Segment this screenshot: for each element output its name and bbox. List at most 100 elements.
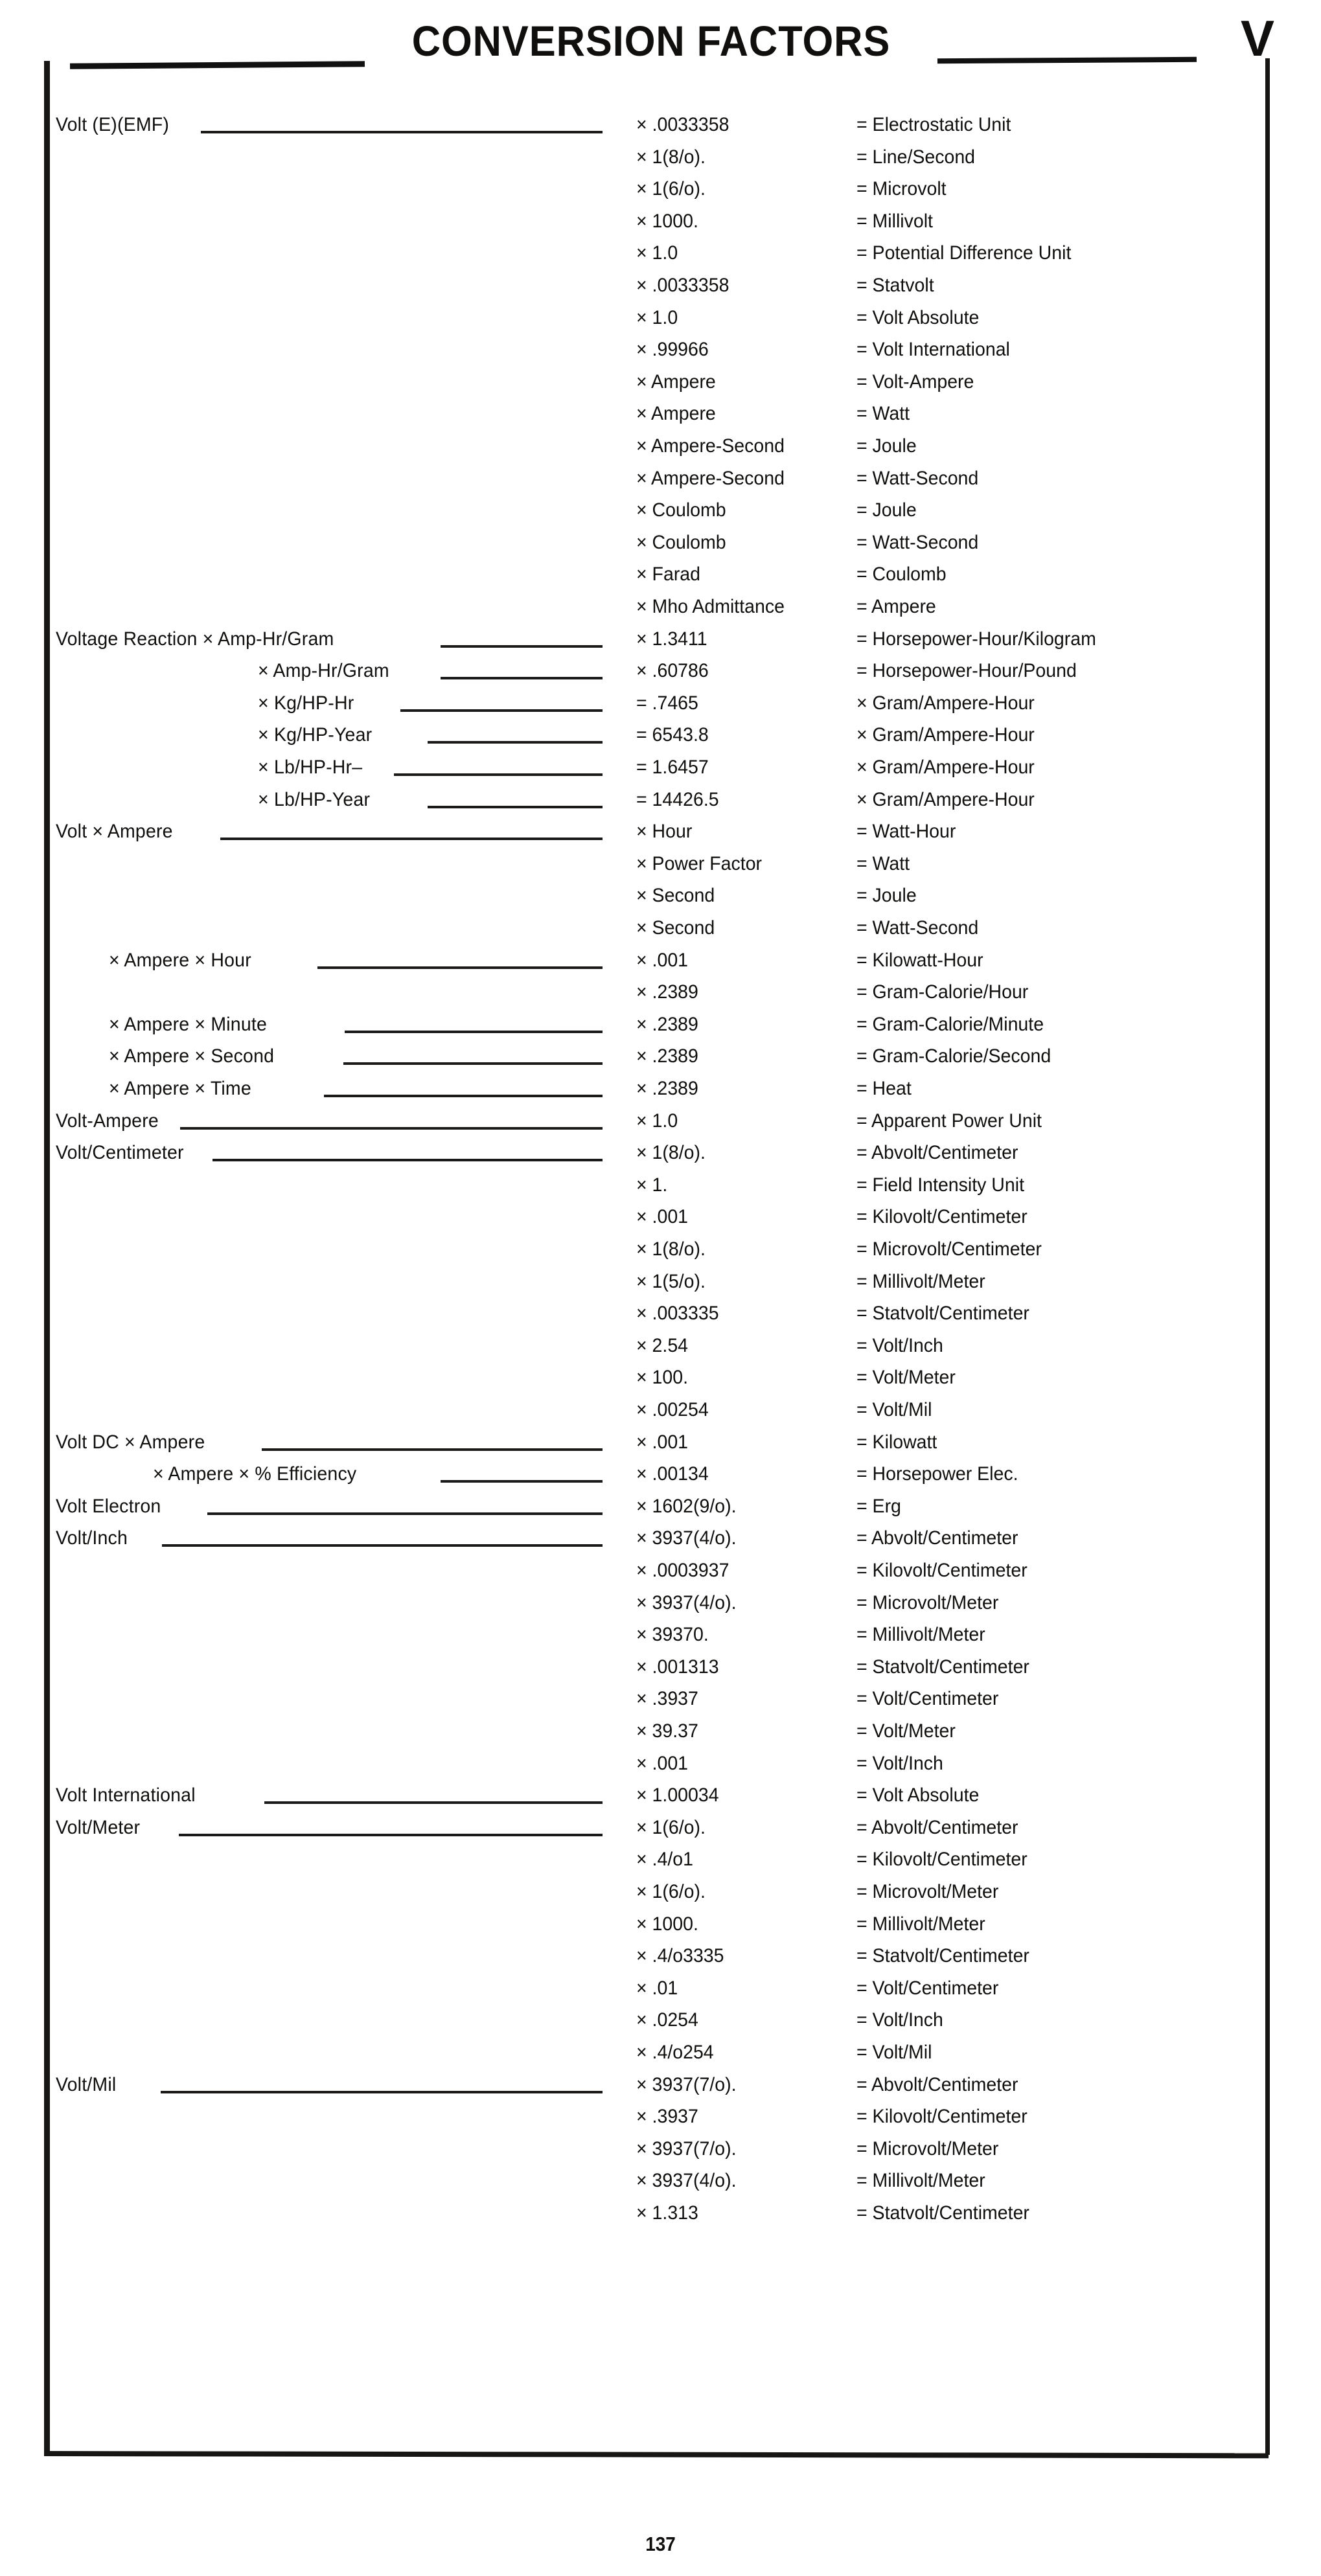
row-multiplier: = 1.6457: [636, 757, 709, 778]
table-row: × 1(6/o). = Microvolt: [0, 178, 1321, 211]
table-row: Volt × Ampere × Hour = Watt-Hour: [0, 821, 1321, 853]
row-multiplier: × 1(6/o).: [636, 1881, 706, 1902]
table-row: Volt/Inch × 3937(4/o). = Abvolt/Centimeter: [0, 1527, 1321, 1560]
row-result-unit: = Millivolt/Meter: [856, 1913, 985, 1935]
row-result-unit: = Microvolt/Meter: [856, 1591, 999, 1613]
table-row: × 39.37 = Volt/Meter: [0, 1720, 1321, 1753]
row-multiplier: × 1(8/o).: [636, 1142, 706, 1164]
table-row: × Ampere-Second = Joule: [0, 435, 1321, 468]
row-quantity-label: Volt/Mil: [56, 2073, 117, 2095]
table-row: Volt Electron × 1602(9/o). = Erg: [0, 1496, 1321, 1528]
row-result-unit: = Kilowatt: [856, 1431, 937, 1453]
table-row: × Power Factor = Watt: [0, 853, 1321, 885]
table-row: × .01 = Volt/Centimeter: [0, 1978, 1321, 2010]
row-result-unit: = Volt/Mil: [856, 2042, 932, 2063]
row-result-unit: = Abvolt/Centimeter: [856, 2073, 1018, 2095]
row-quantity-label: Volt International: [56, 1784, 196, 1807]
table-row: × .0254 = Volt/Inch: [0, 2009, 1321, 2042]
row-result-unit: = Volt/Mil: [856, 1399, 932, 1420]
row-multiplier: × Coulomb: [636, 531, 726, 553]
frame-border-bottom: [43, 2451, 1269, 2459]
table-row: × .3937 = Volt/Centimeter: [0, 1688, 1321, 1720]
table-row: × Coulomb = Joule: [0, 499, 1321, 532]
table-row: × .001 = Volt/Inch: [0, 1753, 1321, 1785]
table-row: × 1000. = Millivolt: [0, 211, 1321, 243]
table-row: × 1.0 = Potential Difference Unit: [0, 242, 1321, 275]
row-multiplier: × .001: [636, 1752, 689, 1774]
row-multiplier: × 1(8/o).: [636, 146, 706, 168]
row-result-unit: = Microvolt: [856, 178, 947, 200]
row-result-unit: = Millivolt/Meter: [856, 1270, 985, 1292]
table-row: Volt-Ampere × 1.0 = Apparent Power Unit: [0, 1110, 1321, 1143]
row-result-unit: = Coulomb: [856, 564, 947, 586]
row-result-unit: = Erg: [856, 1495, 901, 1517]
row-multiplier: × 1.0: [636, 1110, 678, 1132]
row-result-unit: = Joule: [856, 435, 917, 457]
row-multiplier: × 100.: [636, 1367, 689, 1389]
row-result-unit: = Volt/Meter: [856, 1367, 956, 1389]
row-result-unit: = Statvolt/Centimeter: [856, 1303, 1029, 1325]
table-row: × .4/o254 = Volt/Mil: [0, 2042, 1321, 2074]
row-result-unit: = Abvolt/Centimeter: [856, 1527, 1018, 1549]
leader-rule: [317, 966, 603, 969]
table-row: × Amp-Hr/Gram × .60786 = Horsepower-Hour/P…: [0, 660, 1321, 692]
table-row: × .4/o1 = Kilovolt/Centimeter: [0, 1849, 1321, 1881]
leader-rule: [180, 1126, 603, 1130]
row-result-unit: = Statvolt: [856, 275, 934, 296]
page-number: 137: [645, 2533, 676, 2555]
row-multiplier: × Power Factor: [636, 852, 763, 874]
table-row: × 1.0 = Volt Absolute: [0, 307, 1321, 339]
row-quantity-label: Volt/Inch: [56, 1527, 128, 1549]
table-row: × .001 = Kilovolt/Centimeter: [0, 1206, 1321, 1238]
row-result-unit: = Volt/Inch: [856, 2009, 943, 2031]
row-result-unit: = Watt: [856, 403, 910, 425]
row-result-unit: = Kilovolt/Centimeter: [856, 2106, 1028, 2128]
row-quantity-label: Volt/Meter: [56, 1816, 141, 1838]
row-quantity-label: × Ampere × Minute: [109, 1013, 268, 1035]
row-multiplier: × Hour: [636, 821, 693, 843]
row-multiplier: × 3937(7/o).: [636, 2137, 737, 2160]
row-quantity-label: Volt (E)(EMF): [56, 114, 170, 135]
table-row: × .99966 = Volt International: [0, 339, 1321, 371]
row-quantity-label: × Ampere × Second: [109, 1045, 275, 1067]
table-row: × 100. = Volt/Meter: [0, 1367, 1321, 1399]
table-row: Volt/Meter × 1(6/o). = Abvolt/Centimeter: [0, 1817, 1321, 1849]
table-row: × Second = Watt-Second: [0, 917, 1321, 950]
table-row: × .0033358 = Statvolt: [0, 275, 1321, 307]
row-multiplier: × Second: [636, 917, 715, 939]
row-multiplier: × .0254: [636, 2009, 698, 2031]
table-row: × 1000. = Millivolt/Meter: [0, 1913, 1321, 1946]
row-multiplier: × 1000.: [636, 1913, 698, 1935]
row-multiplier: × 1.0: [636, 306, 678, 328]
row-multiplier: × 1(5/o).: [636, 1270, 706, 1292]
title-rule-right: [937, 56, 1197, 64]
row-multiplier: = 14426.5: [636, 788, 719, 810]
table-row: × Ampere × Time × .2389 = Heat: [0, 1078, 1321, 1110]
row-quantity-label: Volt Electron: [56, 1495, 161, 1517]
row-multiplier: × 3937(4/o).: [636, 1527, 737, 1549]
row-multiplier: × Coulomb: [636, 499, 726, 521]
table-row: × Lb/HP-Year = 14426.5 × Gram/Ampere-Hour: [0, 789, 1321, 821]
leader-rule: [324, 1095, 603, 1097]
leader-rule: [343, 1062, 603, 1066]
row-result-unit: = Statvolt/Centimeter: [856, 1656, 1029, 1678]
row-result-unit: = Kilovolt/Centimeter: [856, 1849, 1028, 1871]
row-result-unit: = Watt-Second: [856, 467, 979, 489]
row-result-unit: = Gram-Calorie/Minute: [856, 1013, 1044, 1035]
row-quantity-label: × Ampere × Time: [109, 1078, 251, 1099]
table-row: × 39370. = Millivolt/Meter: [0, 1624, 1321, 1656]
row-result-unit: = Kilovolt/Centimeter: [856, 1206, 1028, 1228]
leader-rule: [345, 1030, 603, 1033]
leader-rule: [162, 1544, 603, 1547]
row-result-unit: = Statvolt/Centimeter: [856, 1945, 1029, 1967]
leader-rule: [428, 741, 603, 744]
frame-border-left: [44, 61, 50, 2454]
table-row: × 1. = Field Intensity Unit: [0, 1174, 1321, 1207]
row-result-unit: = Abvolt/Centimeter: [856, 1142, 1018, 1164]
row-quantity-label: Volt DC × Ampere: [56, 1431, 205, 1453]
row-quantity-label: Voltage Reaction × Amp-Hr/Gram: [56, 628, 334, 650]
table-row: × Ampere × Second × .2389 = Gram-Calorie/S…: [0, 1045, 1321, 1078]
table-row: × 1.313 = Statvolt/Centimeter: [0, 2202, 1321, 2235]
table-row: × Ampere = Volt-Ampere: [0, 371, 1321, 404]
row-result-unit: = Heat: [856, 1078, 912, 1099]
